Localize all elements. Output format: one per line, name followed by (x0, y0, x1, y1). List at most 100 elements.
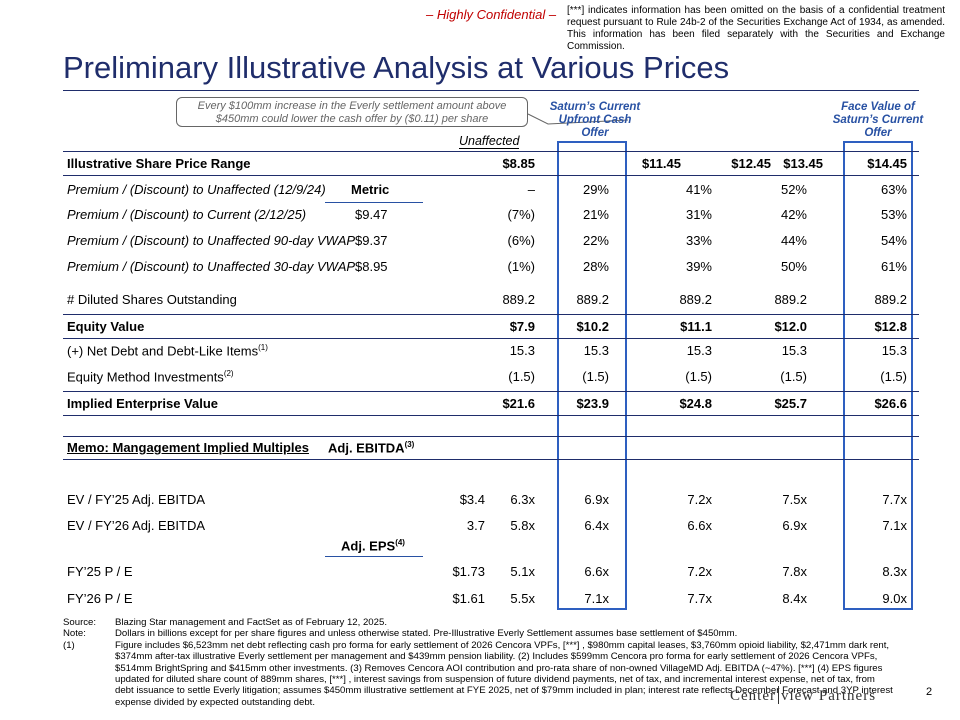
cell: 7.5x (782, 492, 807, 507)
cell: 29% (582, 182, 609, 197)
cell: (6%) (507, 233, 535, 248)
logo-right: view Partners (780, 688, 877, 704)
cell: 33% (685, 233, 712, 248)
cell: 31% (685, 207, 712, 222)
cell: 7.2x (687, 492, 712, 507)
row-label: Premium / (Discount) to Current (2/12/25… (67, 207, 307, 222)
cell: 15.3 (583, 343, 609, 358)
cell: 15.3 (686, 343, 712, 358)
cell: 15.3 (781, 343, 807, 358)
footnote-source: Source: Blazing Star management and Fact… (63, 617, 933, 628)
metric-value: $1.73 (452, 564, 485, 579)
memo-top-rule (63, 436, 919, 437)
metric-header: Metric (351, 182, 390, 197)
upfront-offer-highlight (557, 141, 627, 610)
footnote-tag: Note: (63, 628, 86, 640)
footnote-1: (1) Figure includes $6,523mm net debt re… (63, 640, 895, 708)
row-label: # Diluted Shares Outstanding (67, 292, 237, 307)
centerview-logo: Center view Partners (730, 686, 876, 705)
footnote-ref: (3) (404, 440, 415, 449)
cell: 8.3x (882, 564, 907, 579)
cell: 7.1x (584, 591, 609, 606)
page-title: Preliminary Illustrative Analysis at Var… (63, 50, 730, 85)
cell: 7.7x (687, 591, 712, 606)
cell: 889.2 (874, 292, 907, 307)
cell: $12.45 (731, 156, 771, 171)
title-rule (63, 90, 919, 91)
cell: 9.0x (882, 591, 907, 606)
row-label: Implied Enterprise Value (67, 396, 218, 411)
cell: 53% (880, 207, 907, 222)
cell: $24.8 (679, 396, 712, 411)
footnote-text: Blazing Star management and FactSet as o… (115, 617, 387, 628)
cell: 889.2 (774, 292, 807, 307)
footnote-tag: (1) (63, 639, 75, 651)
footnote-ref: (1) (258, 343, 268, 352)
row-label: Equity Value (67, 319, 145, 334)
cell: 41% (685, 182, 712, 197)
cell: $11.1 (680, 319, 712, 334)
cell: 889.2 (502, 292, 535, 307)
cell: 15.3 (881, 343, 907, 358)
cell: (1.5) (780, 369, 807, 384)
metric-underline (325, 202, 423, 203)
footnote-text: Figure includes $6,523mm net debt reflec… (115, 639, 893, 708)
row-label: Equity Method Investments(2) (67, 369, 234, 384)
cell: – (527, 182, 535, 197)
cell: 22% (582, 233, 609, 248)
metric-value: $9.37 (355, 233, 388, 248)
row-label: (+) Net Debt and Debt-Like Items(1) (67, 343, 268, 358)
cell: $10.2 (576, 319, 609, 334)
page-number: 2 (926, 686, 933, 698)
cell: 5.8x (510, 518, 535, 533)
memo-bottom-rule (63, 459, 919, 460)
cell: 42% (780, 207, 807, 222)
cell: (1.5) (685, 369, 712, 384)
row-label: FY’26 P / E (67, 591, 133, 606)
metric-value: 3.7 (466, 518, 485, 533)
row-label: Premium / (Discount) to Unaffected 90-da… (67, 233, 356, 248)
cell: 63% (880, 182, 907, 197)
cell: 7.8x (782, 564, 807, 579)
cell: 889.2 (679, 292, 712, 307)
cell: $14.45 (867, 156, 907, 171)
cell: 50% (780, 259, 807, 274)
cell: 54% (880, 233, 907, 248)
cell: $23.9 (576, 396, 609, 411)
cell: (1%) (507, 259, 535, 274)
upfront-offer-header: Saturn’s Current Upfront Cash Offer (549, 101, 641, 139)
cell: 44% (780, 233, 807, 248)
cell: $13.45 (783, 156, 823, 171)
cell: 8.4x (782, 591, 807, 606)
cell: (1.5) (508, 369, 535, 384)
cell: $11.45 (641, 156, 681, 171)
cell: 6.6x (584, 564, 609, 579)
cell: 6.9x (782, 518, 807, 533)
share-price-row: Illustrative Share Price Range $8.85 $11… (63, 151, 919, 176)
cell: (1.5) (582, 369, 609, 384)
cell: $12.8 (874, 319, 907, 334)
cell: 6.6x (687, 518, 712, 533)
equity-value-row: Equity Value $7.9 $10.2 $11.1 $12.0 $12.… (63, 314, 919, 339)
memo-label: Memo: Mangagement Implied Multiples (67, 440, 309, 455)
cell: 889.2 (576, 292, 609, 307)
cell: 7.2x (687, 564, 712, 579)
footnote-ref: (4) (395, 538, 405, 547)
cell: 15.3 (509, 343, 535, 358)
face-value-header: Face Value of Saturn’s Current Offer (832, 101, 924, 139)
cell: $12.0 (774, 319, 807, 334)
cell: 52% (780, 182, 807, 197)
settlement-callout: Every $100mm increase in the Everly sett… (176, 97, 528, 127)
cell: 5.1x (510, 564, 535, 579)
metric-value: $8.95 (355, 259, 388, 274)
eps-text: Adj. EPS (341, 538, 396, 554)
face-value-highlight (843, 141, 913, 610)
row-label: FY’25 P / E (67, 564, 133, 579)
footnote-note: Note: Dollars in billions except for per… (63, 628, 933, 639)
omission-note: [***] indicates information has been omi… (567, 5, 945, 52)
logo-left: Center (730, 688, 776, 704)
cell: (1.5) (880, 369, 907, 384)
eps-underline (325, 556, 423, 557)
cell: 61% (880, 259, 907, 274)
